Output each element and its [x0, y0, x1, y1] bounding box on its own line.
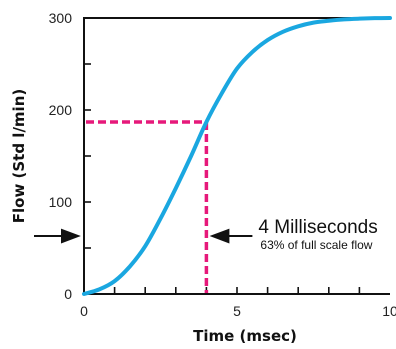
y-tick-label: 200 — [49, 102, 73, 118]
annotation-text: 4 Milliseconds — [258, 217, 377, 238]
x-tick-label: 10 — [382, 303, 396, 319]
annotation-layer: 4 Milliseconds 63% of full scale flow — [34, 217, 378, 252]
y-tick-label: 100 — [49, 194, 73, 210]
y-axis-label: Flow (Std l/min) — [10, 89, 28, 224]
plot-border — [83, 17, 390, 295]
y-tick-label: 0 — [64, 286, 72, 302]
marker-lines — [86, 120, 209, 293]
x-tick-label: 0 — [80, 303, 88, 319]
x-axis-label: Time (msec) — [193, 327, 297, 345]
left-arrow-icon — [34, 228, 81, 244]
axis-ticks — [84, 63, 361, 294]
right-arrow-icon — [209, 228, 253, 244]
plot-frame — [83, 17, 390, 295]
series-layer — [82, 16, 392, 296]
x-tick-label: 5 — [233, 303, 241, 319]
y-tick-label: 300 — [49, 10, 73, 26]
flow-curve — [82, 16, 392, 296]
annotation-subtext: 63% of full scale flow — [260, 238, 372, 252]
